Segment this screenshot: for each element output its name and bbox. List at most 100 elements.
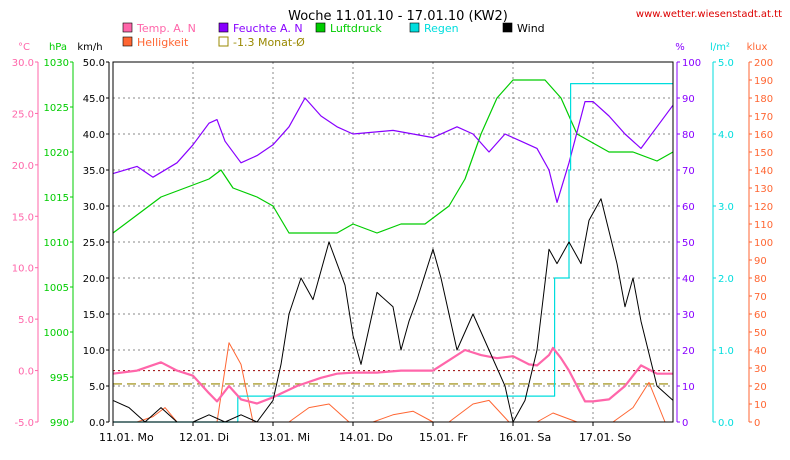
humidity-tick-label: 20	[682, 346, 695, 357]
temp-series-line	[112, 346, 673, 405]
x-tick-label: 17.01. So	[579, 431, 631, 444]
x-axis-ticks: 11.01. Mo 12.01. Di 13.01. Mi 14.01. Do 15.0…	[99, 422, 631, 444]
right-axes: %1009080706050403020100l/m²5.04.03.02.01…	[675, 42, 773, 429]
chart-title: Woche 11.01.10 - 17.01.10 (KW2)	[288, 9, 508, 24]
brightness-axis-unit: klux	[747, 42, 768, 53]
pressure-tick-label: 1015	[44, 193, 69, 204]
brightness-tick-label: 60	[754, 310, 767, 321]
legend-label: -1.3 Monat-Ø	[233, 36, 305, 49]
pressure-tick-label: 1025	[44, 103, 69, 114]
temp-tick-label: 25.0	[12, 109, 34, 120]
brightness-tick-label: 180	[754, 94, 773, 105]
pressure-tick-label: 1010	[44, 238, 69, 249]
brightness-tick-label: 0	[754, 418, 760, 429]
x-tick-label: 13.01. Mi	[259, 431, 310, 444]
pressure-tick-label: 1030	[44, 58, 69, 69]
brightness-tick-label: 30	[754, 364, 767, 375]
x-tick-label: 12.01. Di	[179, 431, 229, 444]
humidity-tick-label: 70	[682, 166, 695, 177]
temp-tick-label: -5.0	[14, 418, 34, 429]
wind-series-line	[112, 198, 674, 423]
rain-tick-label: 3.0	[718, 202, 734, 213]
brightness-tick-label: 10	[754, 400, 767, 411]
brightness-tick-label: 80	[754, 274, 767, 285]
temp-tick-label: 15.0	[12, 212, 34, 223]
legend-label: Regen	[424, 22, 459, 35]
rain-tick-label: 4.0	[718, 130, 734, 141]
rain-tick-label: 2.0	[718, 274, 734, 285]
x-tick-label: 14.01. Do	[339, 431, 393, 444]
humidity-tick-label: 40	[682, 274, 695, 285]
humidity-tick-label: 50	[682, 238, 695, 249]
pressure-tick-label: 1020	[44, 148, 69, 159]
brightness-tick-label: 130	[754, 184, 773, 195]
humidity-tick-label: 0	[682, 418, 688, 429]
legend-label: Luftdruck	[330, 22, 382, 35]
left-axes: °C 30.0 25.0 20.0 15.0 10.0 5.0 0.0 -5.0 hPa 1030 1…	[12, 42, 110, 429]
brightness-tick-label: 190	[754, 76, 773, 87]
rain-tick-label: 5.0	[718, 58, 734, 69]
humidity-series-line	[112, 97, 674, 203]
humidity-tick-label: 90	[682, 94, 695, 105]
brightness-tick-label: 120	[754, 202, 773, 213]
legend-label: Wind	[517, 22, 545, 35]
pressure-axis-unit: hPa	[49, 42, 67, 53]
humidity-tick-label: 10	[682, 382, 695, 393]
brightness-tick-label: 110	[754, 220, 773, 231]
wind-tick-label: 20.0	[83, 274, 105, 285]
brightness-tick-label: 160	[754, 130, 773, 141]
wind-tick-label: 15.0	[83, 310, 105, 321]
humidity-tick-label: 100	[682, 58, 701, 69]
humidity-axis-unit: %	[675, 42, 685, 53]
legend: Temp. A. N Feuchte A. N Luftdruck Regen Wind…	[122, 22, 545, 49]
pressure-tick-label: 1005	[44, 283, 69, 294]
brightness-tick-label: 100	[754, 238, 773, 249]
wind-tick-label: 50.0	[83, 58, 105, 69]
temp-tick-label: 20.0	[12, 161, 34, 172]
wind-tick-label: 10.0	[83, 346, 105, 357]
wind-axis-unit: km/h	[77, 42, 102, 53]
brightness-tick-label: 40	[754, 346, 767, 357]
brightness-tick-label: 20	[754, 382, 767, 393]
brightness-tick-label: 170	[754, 112, 773, 123]
pressure-tick-label: 1000	[44, 328, 69, 339]
wind-tick-label: 40.0	[83, 130, 105, 141]
wind-tick-label: 5.0	[89, 382, 105, 393]
legend-swatch	[315, 22, 326, 33]
temp-tick-label: 5.0	[18, 315, 34, 326]
legend-swatch	[122, 22, 133, 33]
brightness-tick-label: 70	[754, 292, 767, 303]
wind-tick-label: 30.0	[83, 202, 105, 213]
legend-label: Helligkeit	[137, 36, 189, 49]
legend-swatch	[218, 36, 229, 47]
brightness-tick-label: 50	[754, 328, 767, 339]
humidity-tick-label: 80	[682, 130, 695, 141]
pressure-tick-label: 990	[50, 418, 69, 429]
rain-tick-label: 0.0	[718, 418, 734, 429]
plot-grid	[113, 62, 673, 422]
legend-swatch	[409, 22, 420, 33]
brightness-tick-label: 140	[754, 166, 773, 177]
brightness-tick-label: 90	[754, 256, 767, 267]
temp-axis-unit: °C	[18, 42, 30, 53]
legend-swatch	[218, 22, 229, 33]
wind-tick-label: 25.0	[83, 238, 105, 249]
temp-tick-label: 30.0	[12, 58, 34, 69]
brightness-tick-label: 150	[754, 148, 773, 159]
wind-tick-label: 35.0	[83, 166, 105, 177]
brightness-tick-label: 200	[754, 58, 773, 69]
legend-label: Feuchte A. N	[233, 22, 303, 35]
rain-axis-unit: l/m²	[710, 42, 730, 53]
wind-tick-label: 45.0	[83, 94, 105, 105]
legend-swatch	[122, 36, 133, 47]
temp-tick-label: 0.0	[18, 367, 34, 378]
temp-tick-label: 10.0	[12, 264, 34, 275]
humidity-tick-label: 60	[682, 202, 695, 213]
x-tick-label: 16.01. Sa	[499, 431, 551, 444]
rain-tick-label: 1.0	[718, 346, 734, 357]
x-tick-label: 11.01. Mo	[99, 431, 154, 444]
legend-swatch	[502, 22, 513, 33]
